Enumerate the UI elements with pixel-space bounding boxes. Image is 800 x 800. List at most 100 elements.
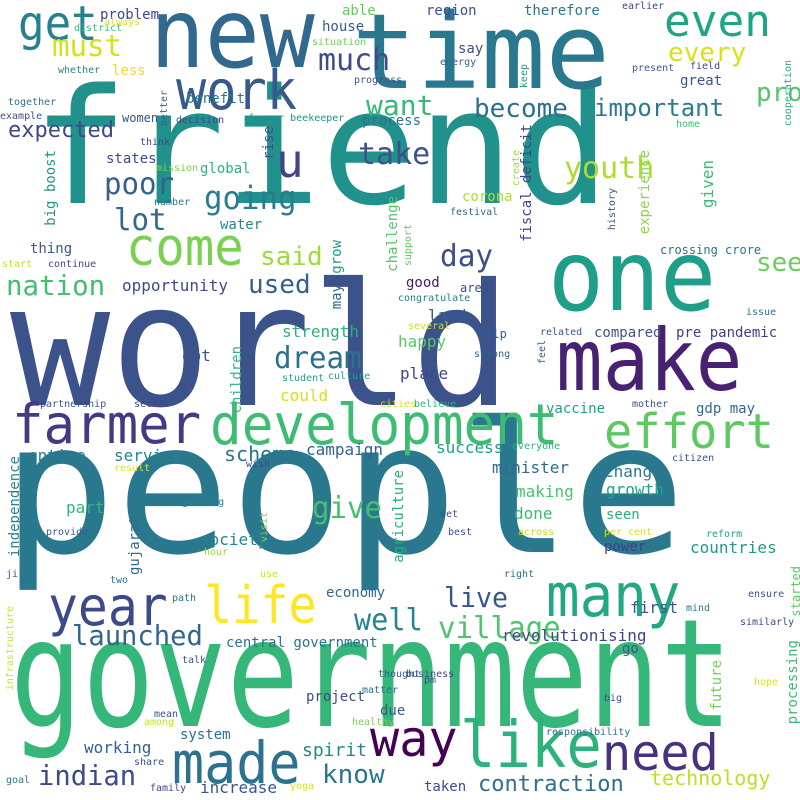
word: good: [406, 275, 440, 291]
word: responsibility: [546, 727, 631, 738]
word: pm: [424, 675, 437, 686]
word: made: [172, 729, 301, 797]
word: rise: [261, 126, 277, 160]
word: matter: [362, 685, 399, 696]
word: experience: [637, 150, 653, 235]
word: wish: [246, 459, 271, 470]
word: yoga: [290, 781, 315, 792]
word: mean: [154, 709, 179, 720]
word: land: [428, 306, 467, 325]
word: launched: [72, 619, 203, 652]
word: farmer beekeeper: [248, 113, 345, 124]
word: field: [690, 61, 721, 72]
word: business: [406, 669, 455, 680]
word: across: [518, 527, 555, 538]
word: always: [104, 17, 141, 28]
word: therefore: [524, 3, 600, 19]
word: well: [354, 603, 423, 638]
word: per cent: [604, 527, 653, 538]
word: used: [248, 270, 311, 300]
word: infrastructure: [5, 606, 16, 691]
word: come: [126, 218, 244, 278]
word: could: [280, 386, 329, 405]
word: goal: [6, 775, 31, 786]
word: central government: [226, 635, 378, 651]
word: must: [52, 29, 123, 64]
word: path: [172, 593, 197, 604]
word: district: [74, 23, 123, 34]
word: make: [556, 311, 743, 411]
word: scheme: [224, 442, 297, 466]
word: campaign: [306, 440, 384, 459]
word: continue: [48, 259, 97, 270]
word: vaccine: [546, 401, 606, 417]
word: service: [114, 446, 182, 465]
word: bring: [518, 541, 549, 552]
word: society: [200, 530, 268, 549]
word: need: [602, 724, 719, 782]
word: said: [260, 242, 323, 272]
word: house: [322, 19, 365, 35]
word: important: [594, 94, 725, 122]
word: big boost: [43, 150, 59, 226]
word: world: [10, 248, 512, 446]
word: want: [366, 89, 434, 122]
word: every: [668, 38, 747, 68]
word: contraction: [478, 772, 624, 797]
word: best: [448, 527, 473, 538]
word: thing: [30, 241, 73, 257]
word: mission: [156, 163, 199, 174]
word: increase: [200, 778, 278, 797]
word: work: [176, 59, 297, 122]
word: go: [622, 641, 639, 657]
word: use: [260, 569, 279, 580]
word: cities: [380, 399, 417, 410]
word: feel: [537, 340, 548, 365]
word: challenge: [385, 196, 401, 272]
word: congratulate: [398, 293, 471, 304]
word: part: [66, 498, 105, 517]
word: technology: [650, 766, 771, 790]
word: due: [380, 703, 406, 719]
word: minister: [492, 458, 570, 477]
word: talk: [182, 655, 207, 666]
word: going: [204, 179, 297, 217]
word: give: [312, 491, 383, 526]
word: home: [676, 119, 701, 130]
word: friend: [32, 54, 610, 241]
word: several: [408, 321, 451, 332]
word: done: [514, 504, 553, 523]
word: cooperation: [783, 60, 794, 127]
word: benefit: [186, 91, 246, 107]
word: sector: [134, 399, 171, 410]
word: grow: [329, 240, 345, 274]
word: way: [370, 710, 458, 768]
word: right: [504, 569, 535, 580]
word: hour: [204, 547, 229, 558]
word: get: [18, 0, 98, 52]
word: area: [460, 281, 489, 295]
word: success: [436, 438, 504, 457]
word: become: [474, 94, 568, 124]
word: village: [438, 611, 561, 646]
word: big: [604, 693, 623, 704]
word: hope: [754, 677, 779, 688]
word: process: [362, 113, 422, 129]
word: dream: [274, 341, 362, 376]
word: agriculture: [391, 470, 407, 563]
word: many: [546, 561, 681, 631]
word: women: [122, 111, 159, 125]
word: nation: [6, 269, 106, 302]
word: entire: [28, 446, 86, 465]
word: one: [548, 220, 717, 334]
word: together: [8, 97, 57, 108]
word: festival: [450, 207, 499, 218]
word: ji: [6, 569, 19, 580]
word: power: [604, 539, 647, 555]
word: take: [358, 137, 431, 172]
word: change: [604, 462, 662, 481]
word: issue: [746, 307, 777, 318]
word: compared: [594, 325, 662, 341]
word: say: [458, 41, 484, 57]
word: result: [114, 463, 151, 474]
